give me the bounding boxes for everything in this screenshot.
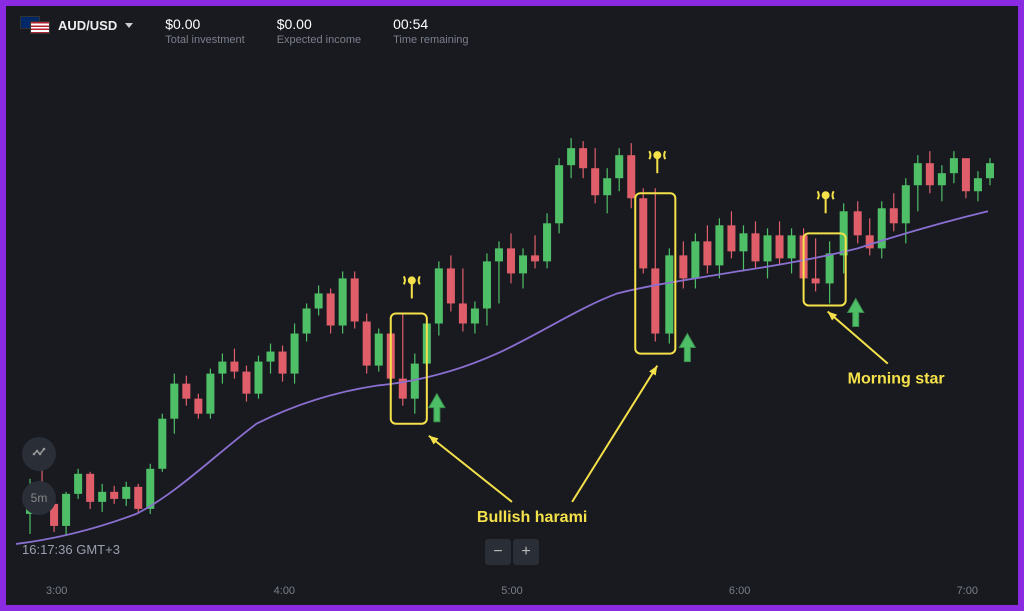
indicator-icon	[31, 446, 47, 462]
time-remaining-value: 00:54	[393, 16, 468, 32]
top-bar: AUD/USD $0.00 Total investment $0.00 Exp…	[6, 6, 1018, 52]
x-tick: 3:00	[46, 585, 67, 597]
timeframe-label: 5m	[31, 491, 48, 505]
expected-income-label: Expected income	[277, 34, 361, 46]
chart-frame: AUD/USD $0.00 Total investment $0.00 Exp…	[4, 4, 1020, 607]
stat-time-remaining: 00:54 Time remaining	[393, 16, 468, 46]
x-tick: 5:00	[501, 585, 522, 597]
chart-svg: Bullish harami Morning star	[16, 66, 1008, 571]
zoom-out-button[interactable]: −	[485, 539, 511, 565]
timeframe-button[interactable]: 5m	[22, 481, 56, 515]
stat-expected-income: $0.00 Expected income	[277, 16, 361, 46]
svg-text:Morning star: Morning star	[848, 370, 945, 388]
candlestick-chart[interactable]: Bullish harami Morning star	[16, 66, 1008, 571]
pair-flags-icon	[20, 16, 50, 34]
x-tick: 7:00	[957, 585, 978, 597]
stat-total-investment: $0.00 Total investment	[165, 16, 244, 46]
time-remaining-label: Time remaining	[393, 34, 468, 46]
indicators-button[interactable]	[22, 437, 56, 471]
total-investment-label: Total investment	[165, 34, 244, 46]
zoom-in-button[interactable]: +	[513, 539, 539, 565]
zoom-controls: − +	[485, 539, 539, 565]
expected-income-value: $0.00	[277, 16, 361, 32]
x-tick: 6:00	[729, 585, 750, 597]
x-tick: 4:00	[274, 585, 295, 597]
caret-down-icon	[125, 23, 133, 28]
pair-label: AUD/USD	[58, 18, 117, 33]
svg-text:Bullish harami: Bullish harami	[477, 508, 587, 526]
total-investment-value: $0.00	[165, 16, 244, 32]
timestamp-label: 16:17:36 GMT+3	[22, 542, 120, 557]
pair-selector[interactable]: AUD/USD	[20, 16, 133, 34]
x-axis: 3:00 4:00 5:00 6:00 7:00	[16, 585, 1008, 597]
